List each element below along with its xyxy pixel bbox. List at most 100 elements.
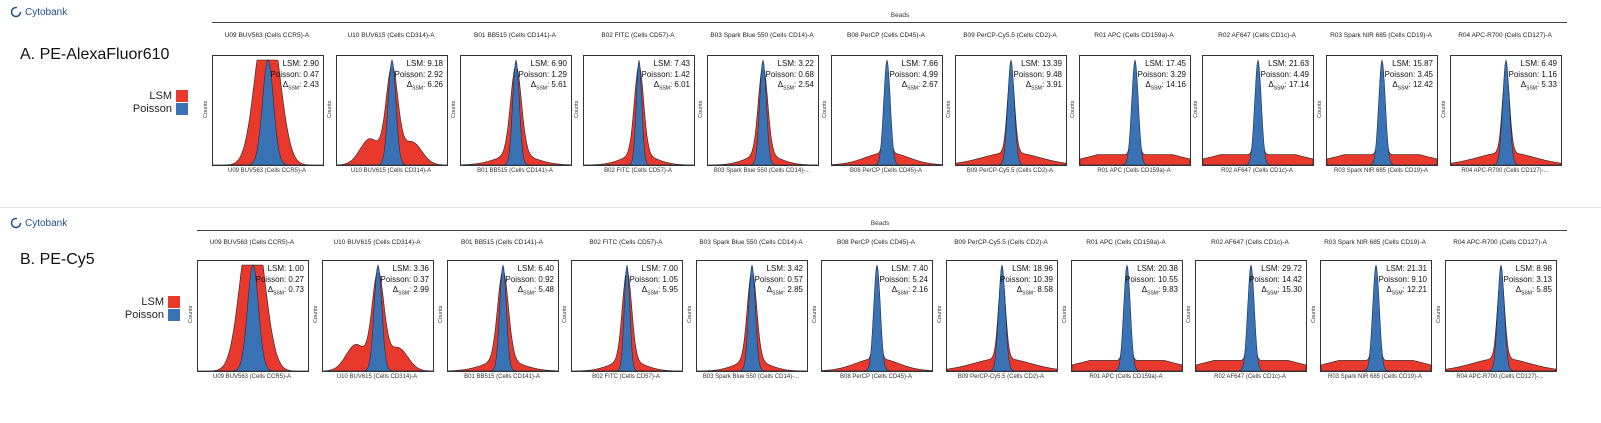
- histogram-plot: R03 Spark NIR 685 (Cells CD19)-A Counts LS…: [1311, 213, 1432, 413]
- plot-title: R02 AF647 (Cells CD1c)-A: [1218, 32, 1296, 39]
- poisson-histogram: [323, 263, 433, 371]
- plot-title: B08 PerCP (Cells CD45)-A: [837, 239, 915, 246]
- lsm-stat: LSM: 21.31: [1386, 264, 1427, 273]
- poisson-stat: Poisson: 0.47: [270, 69, 319, 79]
- x-axis-label: R02 AF647 (Cells CD1c)-A: [1221, 168, 1293, 174]
- histogram-svg: [1446, 264, 1556, 371]
- legend-poisson: Poisson: [118, 308, 180, 321]
- histogram-svg: [461, 59, 571, 165]
- y-axis-label: Counts: [1311, 305, 1317, 323]
- delta-stat: ΔSSM: 5.48: [517, 285, 554, 297]
- histogram-plot: B01 BB515 (Cells CD141)-A Counts LSM: 6.40…: [438, 213, 559, 413]
- plot-title: B03 Spark Blue 550 (Cells CD14)-A: [699, 239, 803, 246]
- lsm-stat: LSM: 29.72: [1261, 264, 1302, 273]
- poisson-histogram: [1321, 264, 1431, 371]
- x-axis-label: U09 BUV563 (Cells CCR5)-A: [212, 374, 292, 380]
- poisson-histogram: [822, 264, 932, 371]
- plot-frame: LSM: 13.39 Poisson: 9.48 ΔSSM: 3.91: [955, 55, 1067, 166]
- x-axis-label: B02 FITC (Cells CD57)-A: [592, 374, 660, 380]
- delta-stat: ΔSSM: 2.67: [901, 80, 938, 92]
- delta-subscript: SSM: [659, 85, 670, 92]
- delta-stat: ΔSSM: 12.21: [1386, 285, 1427, 297]
- poisson-stat: Poisson: 5.24: [879, 274, 928, 284]
- lsm-stat: LSM: 6.90: [530, 59, 567, 68]
- plot-title: R02 AF647 (Cells CD1c)-A: [1211, 239, 1289, 246]
- poisson-histogram: [1446, 264, 1556, 371]
- poisson-stat: Poisson: 0.27: [255, 274, 304, 284]
- delta-stat: ΔSSM: 5.95: [641, 285, 678, 297]
- legend-lsm-swatch: [176, 89, 188, 102]
- poisson-stat: Poisson: 0.57: [754, 274, 803, 284]
- poisson-histogram: [1203, 59, 1313, 165]
- delta-subscript: SSM: [412, 85, 423, 92]
- histogram-plot: B03 Spark Blue 550 (Cells CD14)-A Counts L…: [698, 0, 819, 200]
- lsm-stat: LSM: 7.66: [901, 59, 938, 68]
- lsm-stat: LSM: 6.49: [1520, 59, 1557, 68]
- poisson-stat: Poisson: 1.05: [629, 274, 678, 284]
- plot-frame: LSM: 6.90 Poisson: 1.29 ΔSSM: 5.61: [460, 55, 572, 166]
- stats-box: LSM: 7.00 Poisson: 1.05 ΔSSM: 5.95: [630, 264, 678, 299]
- stats-box: LSM: 29.72 Poisson: 14.42 ΔSSM: 15.30: [1249, 264, 1302, 299]
- y-axis-label: Counts: [812, 305, 818, 323]
- histogram-plot: B08 PerCP (Cells CD45)-A Counts LSM: 7.66 P…: [822, 0, 943, 200]
- poisson-histogram: [584, 59, 694, 165]
- y-axis-label: Counts: [1070, 100, 1076, 118]
- delta-subscript: SSM: [897, 290, 908, 297]
- stats-box: LSM: 6.90 Poisson: 1.29 ΔSSM: 5.61: [519, 59, 567, 94]
- histogram-svg: [1451, 59, 1561, 165]
- x-axis-label: R03 Spark NIR 685 (Cells CD19)-A: [1327, 374, 1423, 380]
- delta-subscript: SSM: [647, 290, 658, 297]
- poisson-stat: Poisson: 10.55: [1125, 274, 1178, 284]
- plot-title: B01 BB515 (Cells CD141)-A: [473, 32, 556, 39]
- histogram-plot: U09 BUV563 (Cells CCR5)-A Counts LSM: 1.00…: [188, 213, 309, 413]
- poisson-stat: Poisson: 1.42: [641, 69, 690, 79]
- poisson-stat: Poisson: 10.39: [1000, 274, 1053, 284]
- lsm-stat: LSM: 1.00: [267, 264, 304, 273]
- delta-subscript: SSM: [273, 290, 284, 297]
- delta-stat: ΔSSM: 5.85: [1515, 285, 1552, 297]
- legend-poisson-swatch: [168, 308, 180, 321]
- plot-frame: LSM: 17.45 Poisson: 3.29 ΔSSM: 14.16: [1079, 55, 1191, 166]
- stats-box: LSM: 6.49 Poisson: 1.16 ΔSSM: 5.33: [1509, 59, 1557, 94]
- lsm-stat: LSM: 2.90: [282, 59, 319, 68]
- stats-box: LSM: 21.63 Poisson: 4.49 ΔSSM: 17.14: [1261, 59, 1309, 94]
- x-axis-label: U10 BUV615 (Cells CD314)-A: [336, 374, 418, 380]
- stats-box: LSM: 21.31 Poisson: 9.10 ΔSSM: 12.21: [1379, 264, 1427, 299]
- lsm-stat: LSM: 15.87: [1392, 59, 1433, 68]
- delta-stat: ΔSSM: 14.16: [1145, 80, 1186, 92]
- poisson-stat: Poisson: 2.92: [394, 69, 443, 79]
- cytobank-logo: Cytobank: [10, 6, 67, 18]
- delta-subscript: SSM: [1391, 290, 1403, 297]
- x-axis-label: B08 PerCP (Cells CD45)-A: [850, 168, 922, 174]
- plot-title: U09 BUV563 (Cells CCR5)-A: [209, 239, 295, 246]
- stats-box: LSM: 13.39 Poisson: 9.48 ΔSSM: 3.91: [1014, 59, 1062, 94]
- poisson-stat: Poisson: 3.45: [1384, 69, 1433, 79]
- stats-box: LSM: 18.96 Poisson: 10.39 ΔSSM: 8.58: [1000, 264, 1053, 299]
- lsm-stat: LSM: 6.40: [517, 264, 554, 273]
- delta-subscript: SSM: [1147, 290, 1158, 297]
- legend-poisson-swatch: [176, 102, 188, 115]
- y-axis-label: Counts: [574, 100, 580, 118]
- poisson-stat: Poisson: 1.16: [1508, 69, 1557, 79]
- delta-stat: ΔSSM: 9.83: [1141, 285, 1178, 297]
- delta-stat: ΔSSM: 5.61: [530, 80, 567, 92]
- histogram-svg: [697, 264, 807, 371]
- y-axis-label: Counts: [1436, 305, 1442, 323]
- plot-title: R03 Spark NIR 685 (Cells CD19)-A: [1324, 239, 1426, 246]
- plot-title: R04 APC-R700 (Cells CD127)-A: [1453, 239, 1547, 246]
- x-axis-label: U09 BUV563 (Cells CCR5)-A: [227, 168, 307, 174]
- histogram-svg: [708, 59, 818, 165]
- poisson-histogram: [461, 59, 571, 165]
- poisson-histogram: [213, 59, 323, 165]
- delta-stat: ΔSSM: 6.26: [406, 80, 443, 92]
- stats-box: LSM: 7.40 Poisson: 5.24 ΔSSM: 2.16: [880, 264, 928, 299]
- plot-frame: LSM: 21.63 Poisson: 4.49 ΔSSM: 17.14: [1202, 55, 1314, 166]
- y-axis-label: Counts: [1062, 305, 1068, 323]
- delta-subscript: SSM: [1150, 85, 1162, 92]
- histogram-svg: [572, 264, 682, 371]
- panel-b: Cytobank B. PE-Cy5 LSM Poisson Beads U09…: [0, 213, 1601, 423]
- y-axis-label: Counts: [451, 100, 457, 118]
- poisson-stat: Poisson: 9.48: [1013, 69, 1062, 79]
- delta-stat: ΔSSM: 2.85: [766, 285, 803, 297]
- plot-title: B09 PerCP-Cy5.5 (Cells CD2)-A: [963, 32, 1057, 39]
